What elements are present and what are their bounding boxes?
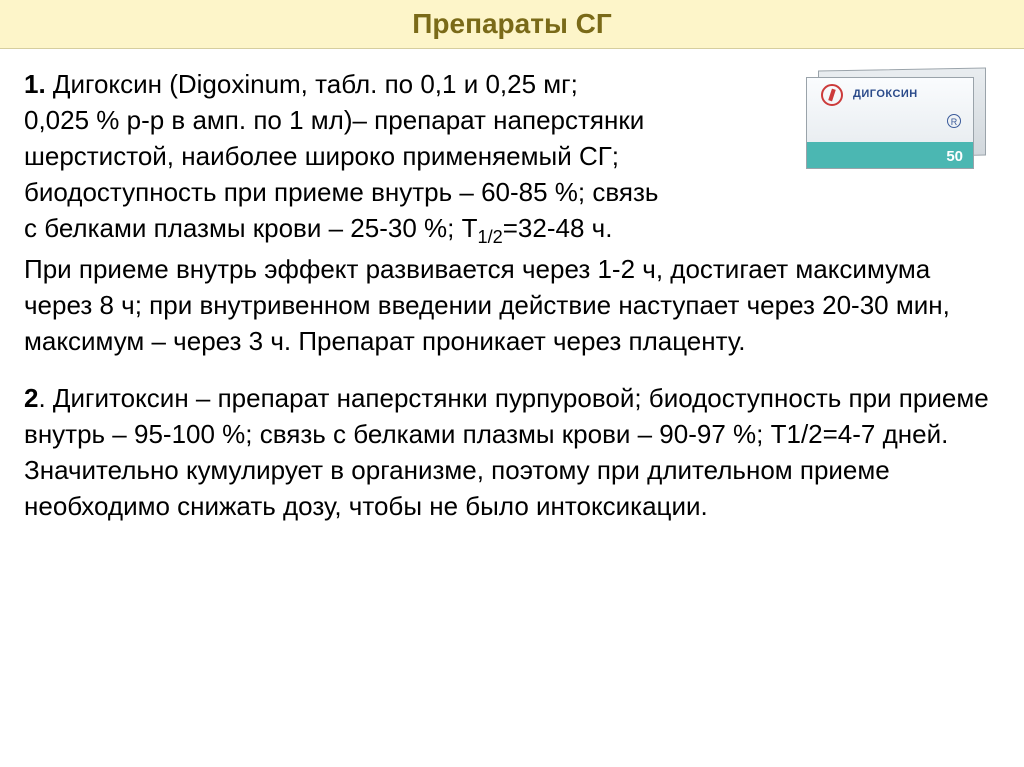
drug1-line1-tail: табл. по 0,1 и 0,25 мг; <box>315 69 578 99</box>
drug2-num: 2 <box>24 383 38 413</box>
drug1-name: Дигоксин (Digoxinum, <box>53 69 308 99</box>
package-count-label: 50 <box>946 148 963 165</box>
drug1-thalf-sub: 1/2 <box>477 227 502 247</box>
drug1-para1: 1. Дигоксин (Digoxinum, табл. по 0,1 и 0… <box>24 67 784 250</box>
slide-title-bar: Препараты СГ <box>0 0 1024 49</box>
package-brand-label: ДИГОКСИН <box>853 88 918 100</box>
drug1-line3: шерстистой, наиболее широко применяемый … <box>24 141 619 171</box>
drug1-line4: биодоступность при приеме внутрь – 60-85… <box>24 177 658 207</box>
package-box-front: ДИГОКСИН R 50 <box>806 77 974 169</box>
drug1-line5b: =32-48 ч. <box>503 213 613 243</box>
drug1-line2: 0,025 % р-р в амп. по 1 мл)– препарат на… <box>24 105 644 135</box>
slide-title: Препараты СГ <box>0 8 1024 40</box>
drug1-line5a: с белками плазмы крови – 25-30 %; Т <box>24 213 477 243</box>
drug2-text: . Дигитоксин – препарат наперстянки пурп… <box>24 383 989 521</box>
drug-package-image: ДИГОКСИН R 50 <box>806 63 996 168</box>
drug1-para2: При приеме внутрь эффект развивается чер… <box>24 252 1000 360</box>
drug2-para: 2. Дигитоксин – препарат наперстянки пур… <box>24 381 1000 525</box>
package-symbol-icon: R <box>947 114 961 128</box>
package-strip: 50 <box>807 142 973 168</box>
drug1-num: 1. <box>24 69 46 99</box>
package-logo-icon <box>821 84 843 106</box>
slide-content: ДИГОКСИН R 50 1. Дигоксин (Digoxinum, та… <box>0 49 1024 525</box>
